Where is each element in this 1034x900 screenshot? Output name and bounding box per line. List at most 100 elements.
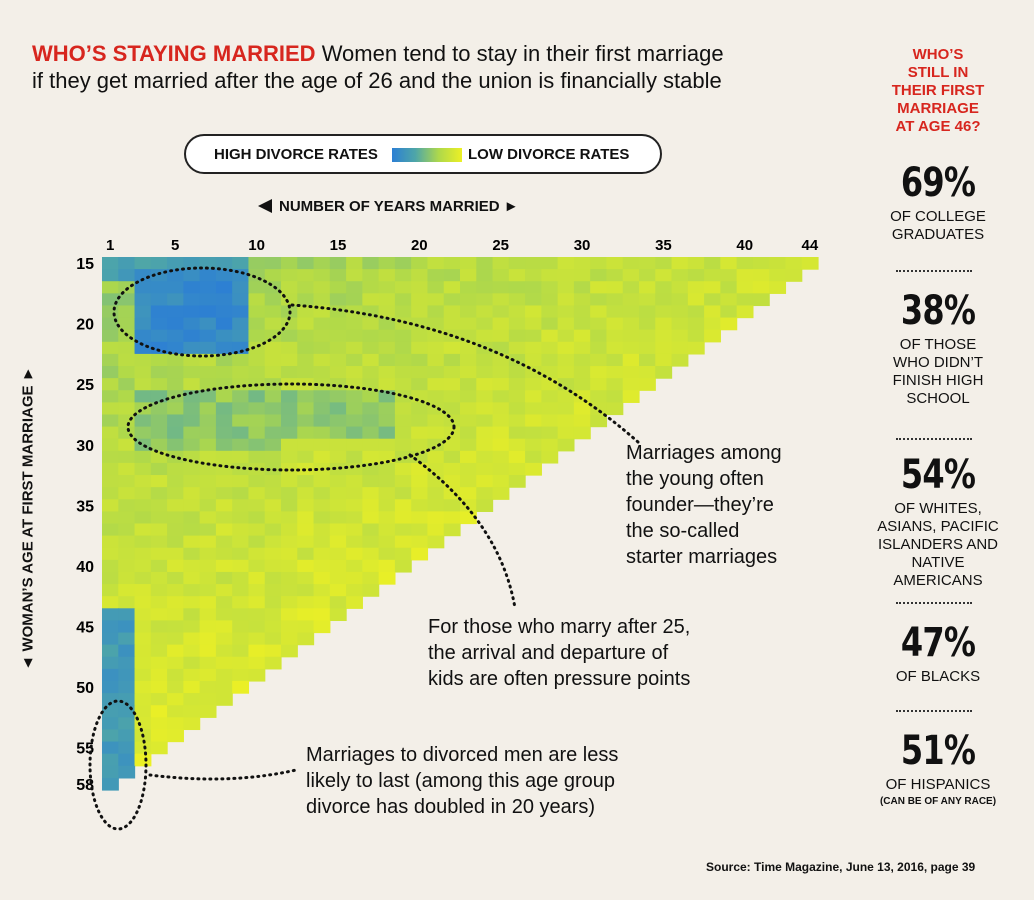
- heatmap-cell: [362, 341, 380, 355]
- heatmap-cell: [215, 366, 233, 379]
- heatmap-cell: [329, 487, 347, 500]
- heatmap-cell: [492, 390, 510, 403]
- heatmap-cell: [264, 584, 282, 597]
- annotation-line: the arrival and departure of: [428, 642, 669, 664]
- heatmap-cell: [460, 269, 477, 282]
- heatmap-cell: [573, 329, 591, 343]
- heatmap-cell: [264, 559, 282, 573]
- heatmap-cell: [150, 644, 168, 658]
- heatmap-cell: [476, 414, 494, 428]
- heatmap-cell: [362, 329, 380, 343]
- stat-percent: 54%: [900, 452, 976, 498]
- heatmap-cell: [508, 257, 526, 270]
- heatmap-cell: [394, 341, 412, 355]
- heatmap-cell: [362, 366, 380, 379]
- heatmap-cell: [118, 450, 136, 464]
- heatmap-cell: [264, 293, 282, 307]
- heatmap-cell: [183, 317, 201, 331]
- heatmap-cell: [590, 414, 608, 428]
- heatmap-cell: [134, 281, 152, 294]
- heatmap-cell: [248, 632, 266, 646]
- heatmap-cell: [573, 378, 591, 391]
- heatmap-cell: [264, 390, 282, 403]
- heatmap-cell: [118, 571, 136, 585]
- question-line: STILL IN: [907, 64, 969, 81]
- heatmap-cell: [655, 341, 673, 355]
- heatmap-cell: [248, 547, 266, 561]
- heatmap-cell: [525, 462, 542, 476]
- heatmap-cell: [606, 353, 624, 367]
- heatmap-cell: [150, 426, 168, 440]
- heatmap-cell: [215, 281, 233, 294]
- heatmap-cell: [443, 281, 461, 294]
- heatmap-cell: [134, 741, 152, 755]
- heatmap-cell: [199, 547, 217, 561]
- heatmap-cell: [118, 620, 136, 634]
- heatmap-cell: [264, 402, 282, 416]
- heatmap-cell: [118, 366, 136, 379]
- heatmap-cell: [508, 475, 526, 488]
- heatmap-cell: [427, 487, 445, 500]
- heatmap-cell: [508, 378, 526, 391]
- heatmap-cell: [248, 353, 266, 367]
- heatmap-cell: [362, 378, 380, 391]
- heatmap-cell: [215, 414, 233, 428]
- heatmap-cell: [150, 305, 168, 319]
- heatmap-cell: [118, 390, 136, 403]
- heatmap-cell: [541, 257, 559, 270]
- heatmap-cell: [573, 402, 591, 416]
- heatmap-cell: [329, 341, 347, 355]
- heatmap-cell: [313, 317, 331, 331]
- heatmap-cell: [118, 608, 136, 622]
- heatmap-cell: [346, 366, 363, 379]
- heatmap-cell: [313, 620, 331, 634]
- heatmap-cell: [248, 293, 266, 307]
- x-tick-label: 25: [492, 237, 509, 254]
- heatmap-cell: [134, 523, 152, 537]
- heatmap-cell: [281, 390, 298, 403]
- heatmap-cell: [639, 317, 656, 331]
- heatmap-cell: [411, 462, 429, 476]
- heatmap-cell: [248, 402, 266, 416]
- heatmap-cell: [476, 426, 494, 440]
- heatmap-cell: [134, 753, 152, 767]
- heatmap-cell: [232, 499, 250, 512]
- heatmap-cell: [167, 680, 184, 694]
- heatmap-cell: [118, 717, 136, 731]
- heatmap-cell: [264, 475, 282, 488]
- heatmap-cell: [248, 644, 266, 658]
- heatmap-cell: [411, 269, 429, 282]
- heatmap-cell: [281, 317, 298, 331]
- heatmap-cell: [167, 305, 184, 319]
- heatmap-cell: [460, 281, 477, 294]
- heatmap-cell: [655, 257, 673, 270]
- heatmap-cell: [118, 341, 136, 355]
- heatmap-cell: [460, 317, 477, 331]
- heatmap-cell: [704, 281, 721, 294]
- heatmap-cell: [525, 257, 542, 270]
- heatmap-cell: [264, 608, 282, 622]
- heatmap-cell: [492, 257, 510, 270]
- heatmap-cell: [167, 571, 184, 585]
- heatmap-cell: [134, 293, 152, 307]
- heatmap-cell: [411, 438, 429, 452]
- heatmap-cell: [443, 353, 461, 367]
- heatmap-cell: [346, 378, 363, 391]
- heatmap-cell: [150, 438, 168, 452]
- heatmap-cell: [264, 305, 282, 319]
- heatmap-cell: [199, 523, 217, 537]
- heatmap-cell: [329, 499, 347, 512]
- highlight-ellipse: [126, 382, 456, 472]
- heatmap-cell: [508, 305, 526, 319]
- heatmap-cell: [329, 450, 347, 464]
- heatmap-cell: [102, 426, 119, 440]
- heatmap-cell: [102, 414, 119, 428]
- heatmap-cell: [346, 523, 363, 537]
- heatmap-cell: [411, 329, 429, 343]
- heatmap-cell: [525, 293, 542, 307]
- heatmap-cell: [102, 438, 119, 452]
- heatmap-cell: [199, 620, 217, 634]
- heatmap-cell: [150, 535, 168, 549]
- heatmap-cell: [167, 705, 184, 718]
- heatmap-cell: [264, 487, 282, 500]
